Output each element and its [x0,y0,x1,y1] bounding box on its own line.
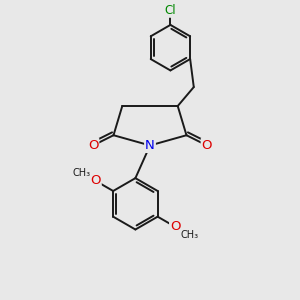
Text: CH₃: CH₃ [73,168,91,178]
Text: O: O [202,139,212,152]
Text: CH₃: CH₃ [180,230,198,240]
Text: O: O [90,174,101,187]
Text: O: O [88,139,98,152]
Text: O: O [170,220,181,233]
Text: N: N [145,139,155,152]
Text: Cl: Cl [165,4,176,17]
